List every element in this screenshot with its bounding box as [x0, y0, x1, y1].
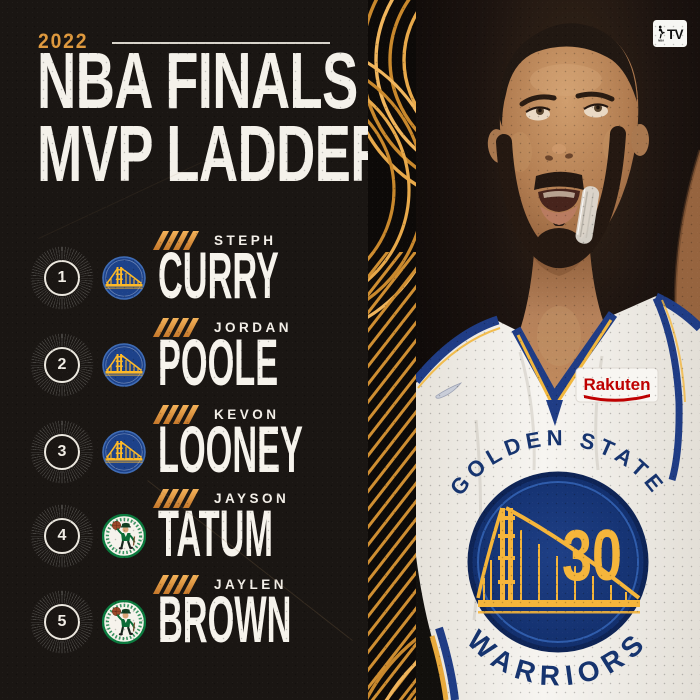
player-jersey: Rakuten 30 [416, 292, 700, 700]
rank-badge: 2 [44, 347, 80, 383]
player-first-name: KEVON [214, 406, 280, 422]
celtics-logo-icon [102, 600, 146, 644]
header-rule [112, 42, 330, 44]
player-first-name: JAYSON [214, 490, 290, 506]
player-first-name: JORDAN [214, 319, 293, 335]
warriors-logo-icon [102, 343, 146, 387]
nba-tv-logo: NBA TV [653, 20, 687, 47]
tv-label: TV [667, 25, 684, 42]
gold-arcs-decoration [368, 0, 416, 700]
rank-badge: 5 [44, 604, 80, 640]
nba-logoman-icon: NBA [658, 25, 665, 42]
mouthguard [575, 186, 600, 244]
jersey-number: 30 [562, 516, 622, 596]
sponsor-text: Rakuten [583, 375, 650, 394]
player-hair [499, 23, 637, 126]
warriors-chest-logo: 30 [467, 471, 649, 653]
rank-badge: 4 [44, 518, 80, 554]
player-face [487, 23, 649, 269]
ladder-row-1: 1 STEPH CURRY [0, 228, 370, 328]
rank-number: 5 [57, 613, 67, 630]
title-line-1: NBA FINALS [37, 36, 358, 125]
player-last-name: BROWN [158, 582, 292, 656]
rank-number: 3 [57, 443, 67, 460]
ladder-row-4: 4 JAYSON TATUM [0, 486, 370, 586]
warriors-logo-icon [102, 430, 146, 474]
nike-swoosh-icon [435, 382, 463, 399]
year-label: 2022 [38, 30, 89, 53]
rank-badge: 3 [44, 434, 80, 470]
rank-number: 4 [57, 527, 67, 544]
page-title: NBA FINALS MVP LADDER [37, 36, 554, 198]
celtics-logo-icon [102, 514, 146, 558]
player-last-name: TATUM [158, 496, 273, 570]
ladder-row-3: 3 KEVON LOONEY [0, 402, 370, 502]
rank-number: 1 [57, 269, 67, 286]
ladder-row-2: 2 JORDAN POOLE [0, 315, 370, 415]
ladder-row-5: 5 JAYLEN BROWN [0, 572, 370, 672]
player-last-name: LOONEY [158, 412, 303, 486]
player-last-name: CURRY [158, 238, 279, 312]
warriors-logo-icon [102, 256, 146, 300]
ladder-panel: 2022 NBA FINALS MVP LADDER 1 STEPH CURRY… [0, 30, 390, 672]
nba-text: NBA [658, 38, 664, 42]
player-last-name: POOLE [158, 325, 279, 399]
title-line-2: MVP LADDER [37, 109, 390, 198]
player-first-name: STEPH [214, 232, 277, 248]
rank-badge: 1 [44, 260, 80, 296]
player-first-name: JAYLEN [214, 576, 288, 592]
rakuten-patch: Rakuten [575, 367, 659, 403]
player-photo: Rakuten 30 [416, 0, 700, 700]
rank-number: 2 [57, 356, 67, 373]
